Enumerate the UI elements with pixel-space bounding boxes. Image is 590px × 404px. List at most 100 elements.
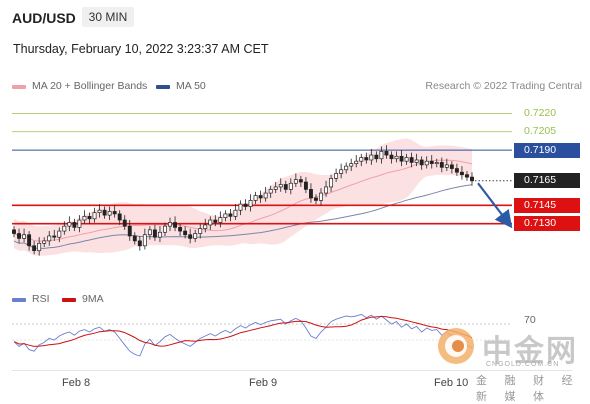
forecast-arrow	[477, 182, 513, 229]
candle-body	[12, 229, 16, 234]
candle-body	[122, 219, 127, 227]
x-tick-feb-10: Feb 10	[434, 377, 469, 389]
candle-body	[278, 184, 283, 188]
candle-body	[152, 229, 157, 238]
watermark-tagline: 金 融 财 经 新 媒 体	[476, 374, 580, 403]
candle-body	[273, 186, 278, 190]
candle-body	[329, 178, 334, 188]
candle-body	[465, 174, 469, 178]
candle-body	[183, 230, 188, 236]
candle-body	[57, 230, 62, 238]
candle-body	[459, 171, 464, 176]
candle-body	[263, 192, 268, 199]
legend-swatch-ma20	[12, 85, 26, 89]
candle-body	[238, 203, 243, 211]
candle-body	[374, 154, 379, 160]
candle-body	[359, 157, 364, 162]
rsi-9ma-line	[13, 315, 473, 347]
x-tick-feb-8: Feb 8	[62, 377, 91, 389]
candle-body	[97, 209, 102, 214]
rsi-chart	[12, 313, 512, 357]
watermark: 中金网 CNGOLD.COM.CN 金 融 财 经 新 媒 体	[436, 326, 586, 403]
candle-body	[92, 212, 97, 220]
rsi-line	[13, 313, 473, 357]
candle-body	[394, 155, 399, 160]
watermark-name: 中金网	[482, 334, 578, 369]
research-credit: Research © 2022 Trading Central	[425, 80, 582, 92]
candle-body	[142, 234, 147, 247]
candle-body	[439, 162, 444, 168]
watermark-site: CNGOLD.COM.CN	[486, 361, 560, 368]
candle-body	[454, 168, 459, 173]
candle-body	[268, 189, 273, 194]
candle-body	[283, 184, 288, 190]
candle-body	[293, 179, 298, 184]
candle-body	[399, 155, 404, 162]
candle-body	[37, 242, 42, 252]
legend-label-ma50: MA 50	[176, 80, 206, 92]
candle-body	[334, 173, 339, 179]
candle-body	[354, 160, 359, 164]
level-tag-0-7130: 0.7130	[514, 216, 580, 232]
candle-body	[314, 197, 318, 201]
candle-body	[137, 240, 142, 247]
candle-body	[449, 164, 454, 169]
candle-body	[349, 163, 354, 167]
candle-body	[198, 228, 203, 234]
candle-body	[87, 216, 92, 220]
candle-body	[47, 235, 52, 242]
candle-body	[163, 225, 167, 233]
current-price-tag: 0.7165	[514, 173, 580, 189]
level-tag-0-7190: 0.7190	[514, 142, 580, 158]
candle-body	[213, 219, 218, 223]
candle-body	[22, 234, 27, 239]
candle-body	[67, 222, 72, 227]
candle-body	[52, 235, 57, 238]
candle-body	[107, 211, 112, 216]
candle-body	[228, 213, 233, 217]
candle-body	[319, 192, 323, 201]
candle-body	[414, 159, 419, 163]
candle-body	[32, 245, 37, 252]
legend-swatch-9ma	[62, 298, 76, 302]
candle-body	[233, 209, 238, 217]
legend-label-9ma: 9MA	[82, 293, 104, 305]
candle-body	[424, 160, 429, 166]
candle-body	[77, 219, 82, 228]
candle-body	[117, 213, 122, 221]
timeframe-badge[interactable]: 30 MIN	[82, 7, 134, 27]
level-tag-0-7205: 0.7205	[524, 125, 557, 138]
candle-body	[384, 151, 389, 156]
candle-body	[429, 160, 434, 164]
candle-body	[389, 154, 394, 160]
level-tag-0-7145: 0.7145	[514, 197, 580, 213]
ma50-line	[13, 184, 473, 249]
candle-body	[253, 195, 258, 201]
candle-body	[419, 159, 424, 166]
candle-body	[178, 227, 183, 232]
candle-body	[339, 169, 344, 174]
candle-body	[303, 181, 308, 190]
candle-body	[288, 182, 293, 190]
candle-body	[188, 234, 193, 239]
symbol-title: AUD/USD	[12, 10, 76, 26]
ma20-line	[13, 159, 473, 242]
candle-body	[27, 234, 32, 247]
candle-body	[409, 157, 414, 163]
candle-body	[127, 225, 132, 237]
candle-body	[17, 233, 21, 239]
candle-body	[444, 164, 449, 168]
candle-body	[132, 235, 137, 242]
candle-body	[218, 217, 223, 223]
legend-label-ma20: MA 20 + Bollinger Bands	[32, 80, 148, 92]
chart-datetime: Thursday, February 10, 2022 3:23:37 AM C…	[13, 42, 269, 56]
candle-body	[82, 216, 87, 221]
candle-body	[298, 179, 303, 183]
candle-body	[470, 176, 474, 182]
rsi-level-70: 70	[524, 314, 536, 326]
candle-body	[203, 224, 208, 229]
candle-body	[112, 211, 117, 215]
candle-body	[147, 229, 152, 236]
price-chart	[12, 112, 513, 256]
